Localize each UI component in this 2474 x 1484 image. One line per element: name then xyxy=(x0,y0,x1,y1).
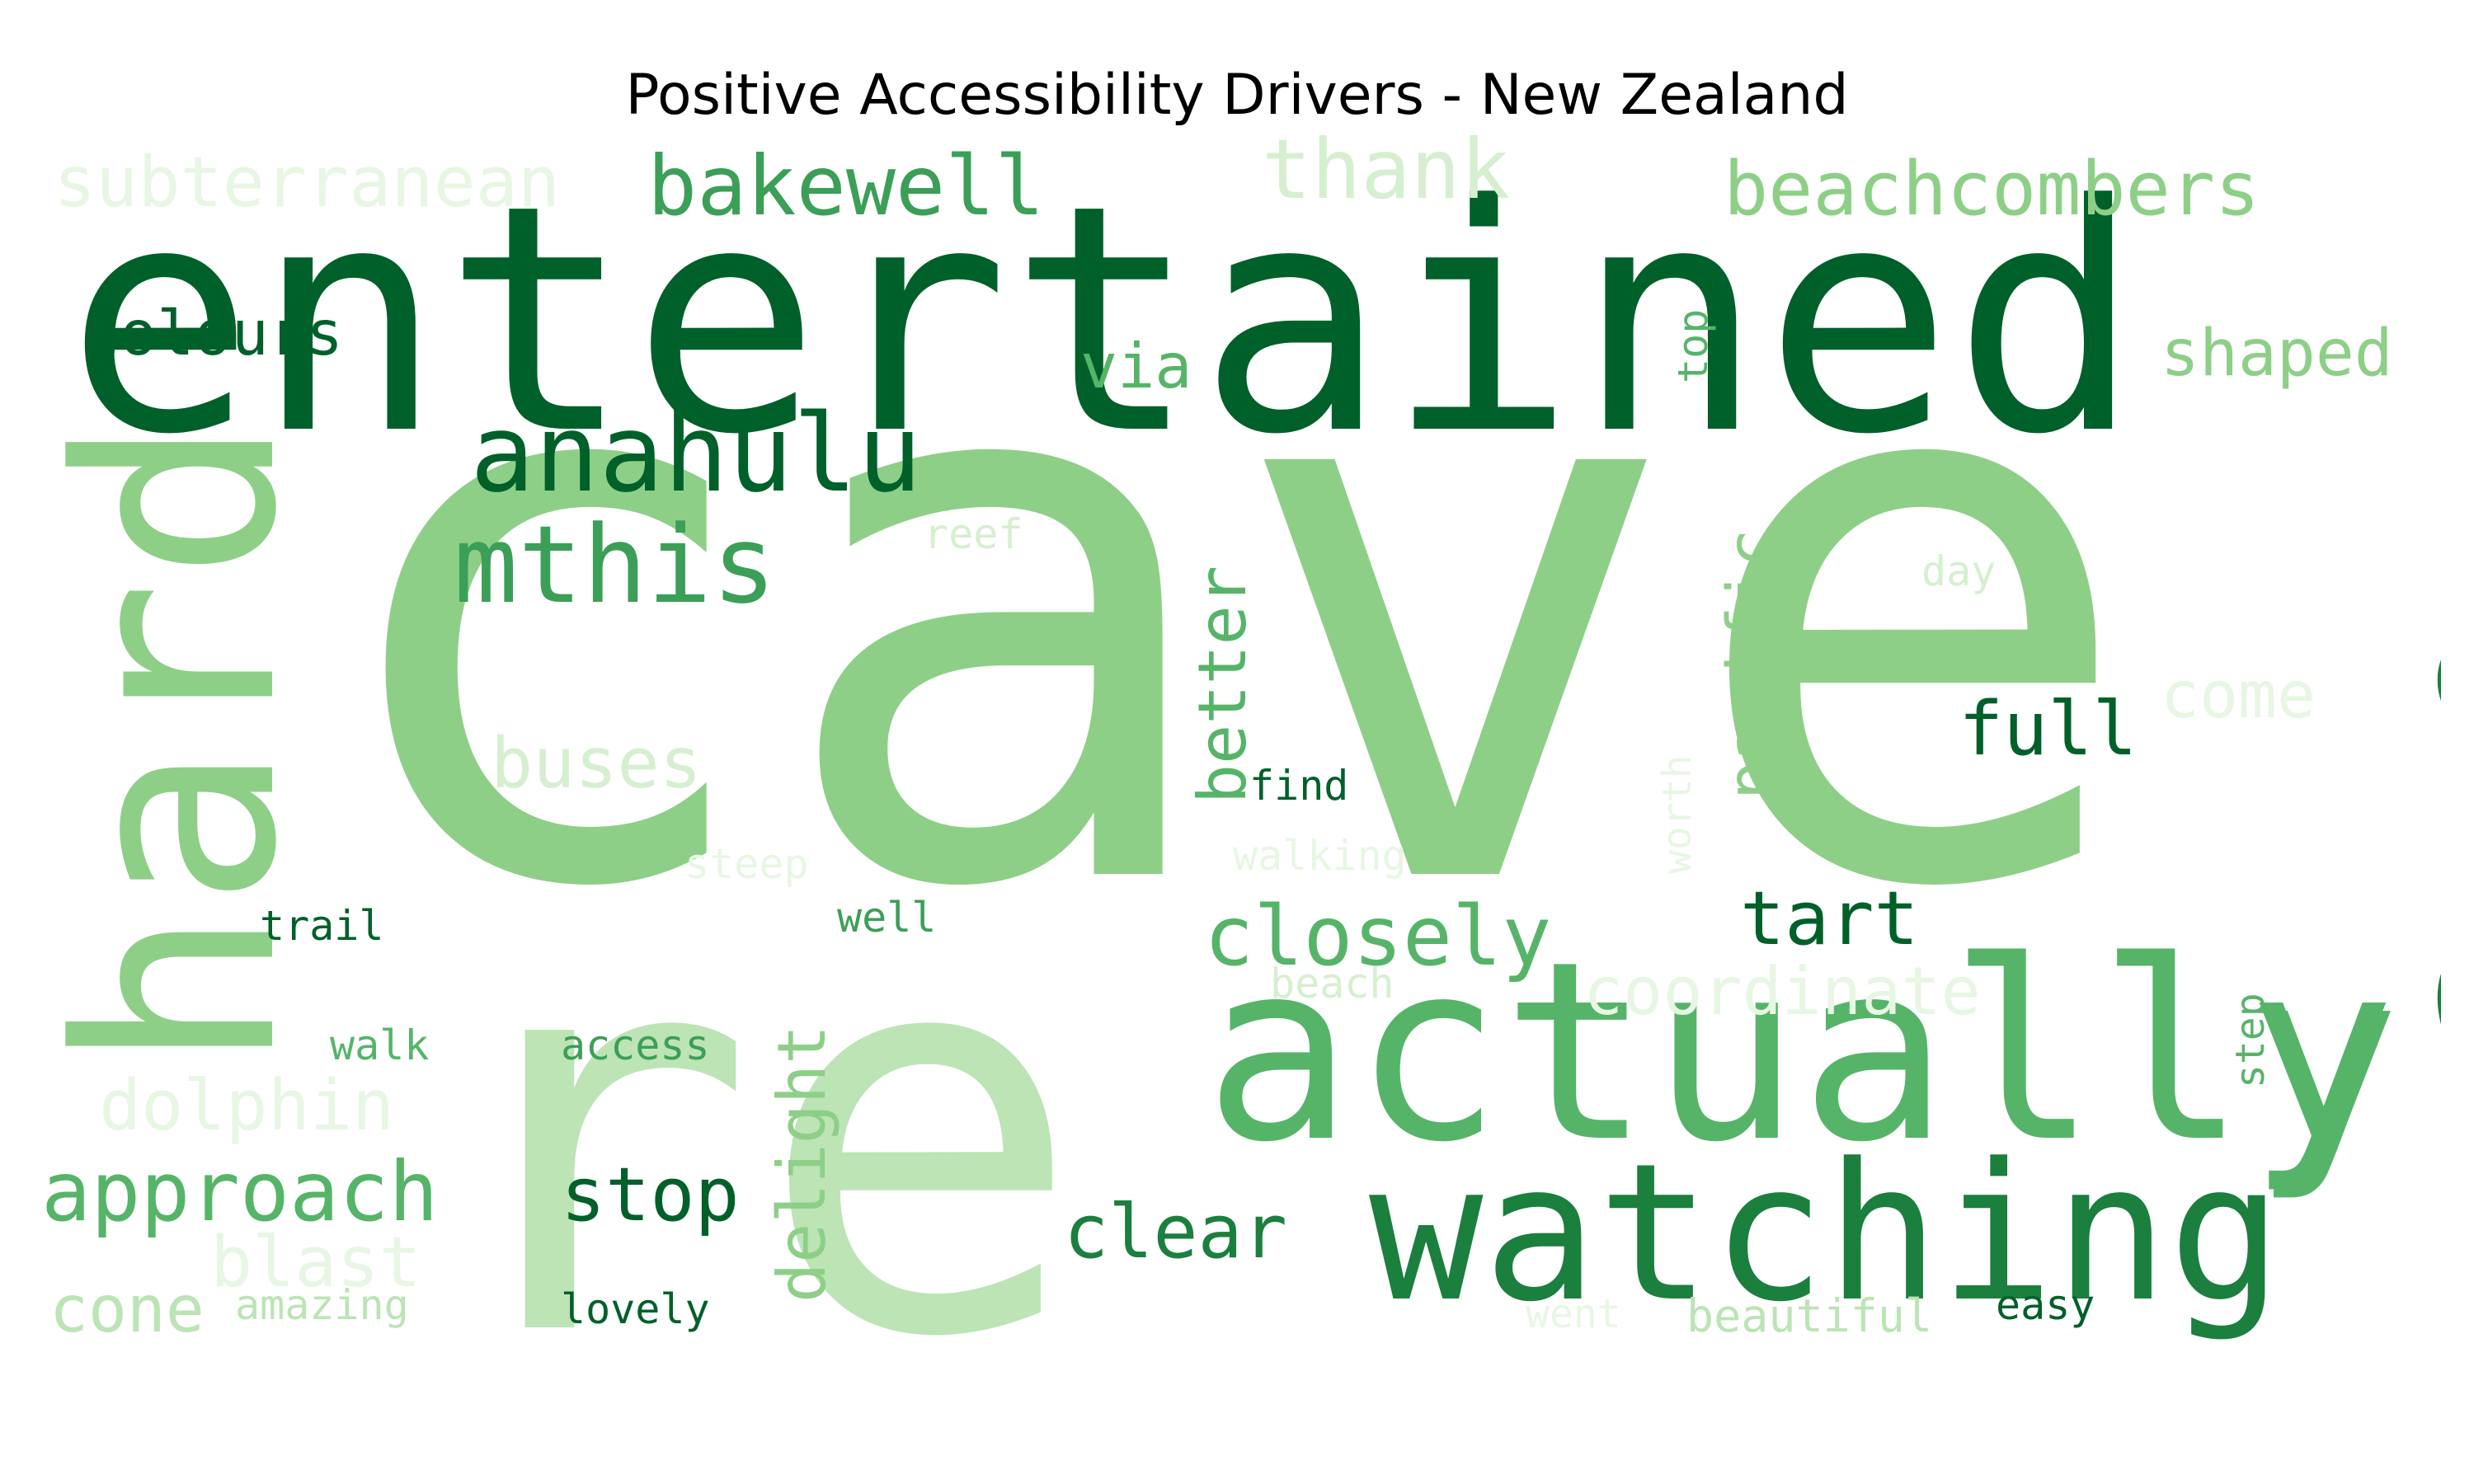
word-steep: steep xyxy=(684,840,809,888)
word-went: went xyxy=(1526,1291,1621,1337)
word-coordinate: coordinate xyxy=(1583,953,1981,1030)
word-easy: easy xyxy=(1996,1281,2095,1329)
word-stop: stop xyxy=(561,1152,740,1238)
word-hard: hard xyxy=(33,416,336,1072)
word-trail: trail xyxy=(260,902,384,950)
word-come: come xyxy=(2161,659,2316,733)
word-walking: walking xyxy=(1233,832,1407,880)
word-colours: colours xyxy=(82,297,343,369)
word-better: better xyxy=(1184,566,1261,804)
word-reef: reef xyxy=(924,510,1023,558)
word-entertained: entertained xyxy=(66,138,2142,503)
word-amazing: amazing xyxy=(235,1281,409,1329)
word-ale: ale xyxy=(2382,618,2441,1065)
word-thank: thank xyxy=(1262,124,1510,218)
word-blast: blast xyxy=(210,1222,421,1303)
word-beautiful: beautiful xyxy=(1686,1289,1932,1342)
word-pacific: pacific xyxy=(1714,528,1789,800)
word-anahulu: anahulu xyxy=(470,391,922,516)
word-re: re xyxy=(429,822,1084,1443)
word-y: y xyxy=(2251,917,2401,1205)
word-beachcombers: beachcombers xyxy=(1724,146,2260,232)
word-tart: tart xyxy=(1740,876,1919,962)
word-shaped: shaped xyxy=(2161,317,2393,391)
word-cave: cave xyxy=(313,170,2141,1053)
word-step: step xyxy=(2227,993,2274,1088)
word-delight: delight xyxy=(764,1025,840,1303)
word-lovely: lovely xyxy=(561,1285,710,1333)
word-cone: cone xyxy=(49,1273,205,1347)
word-top: top xyxy=(1669,309,1717,383)
word-worth: worth xyxy=(1654,755,1700,875)
word-actually: actually xyxy=(1204,909,2396,1196)
word-via: via xyxy=(1080,330,1192,402)
word-bakewell: bakewell xyxy=(647,138,1045,234)
word-clear: clear xyxy=(1064,1189,1287,1275)
word-watching: watching xyxy=(1369,1124,2283,1344)
word-access: access xyxy=(561,1021,710,1069)
word-closely: closely xyxy=(1204,888,1551,984)
word-buses: buses xyxy=(491,723,702,805)
word-subterranean: subterranean xyxy=(54,142,560,223)
word-full: full xyxy=(1959,686,2138,773)
word-well: well xyxy=(837,894,936,942)
word-approach: approach xyxy=(41,1144,439,1240)
chart-title: Positive Accessibility Drivers - New Zea… xyxy=(625,63,1849,128)
word-day: day xyxy=(1921,547,1996,595)
word-beach: beach xyxy=(1270,960,1395,1007)
word-mthis: mthis xyxy=(454,502,776,627)
word-walk: walk xyxy=(330,1021,429,1069)
word-dolphin: dolphin xyxy=(99,1065,394,1147)
word-find: find xyxy=(1249,762,1348,810)
